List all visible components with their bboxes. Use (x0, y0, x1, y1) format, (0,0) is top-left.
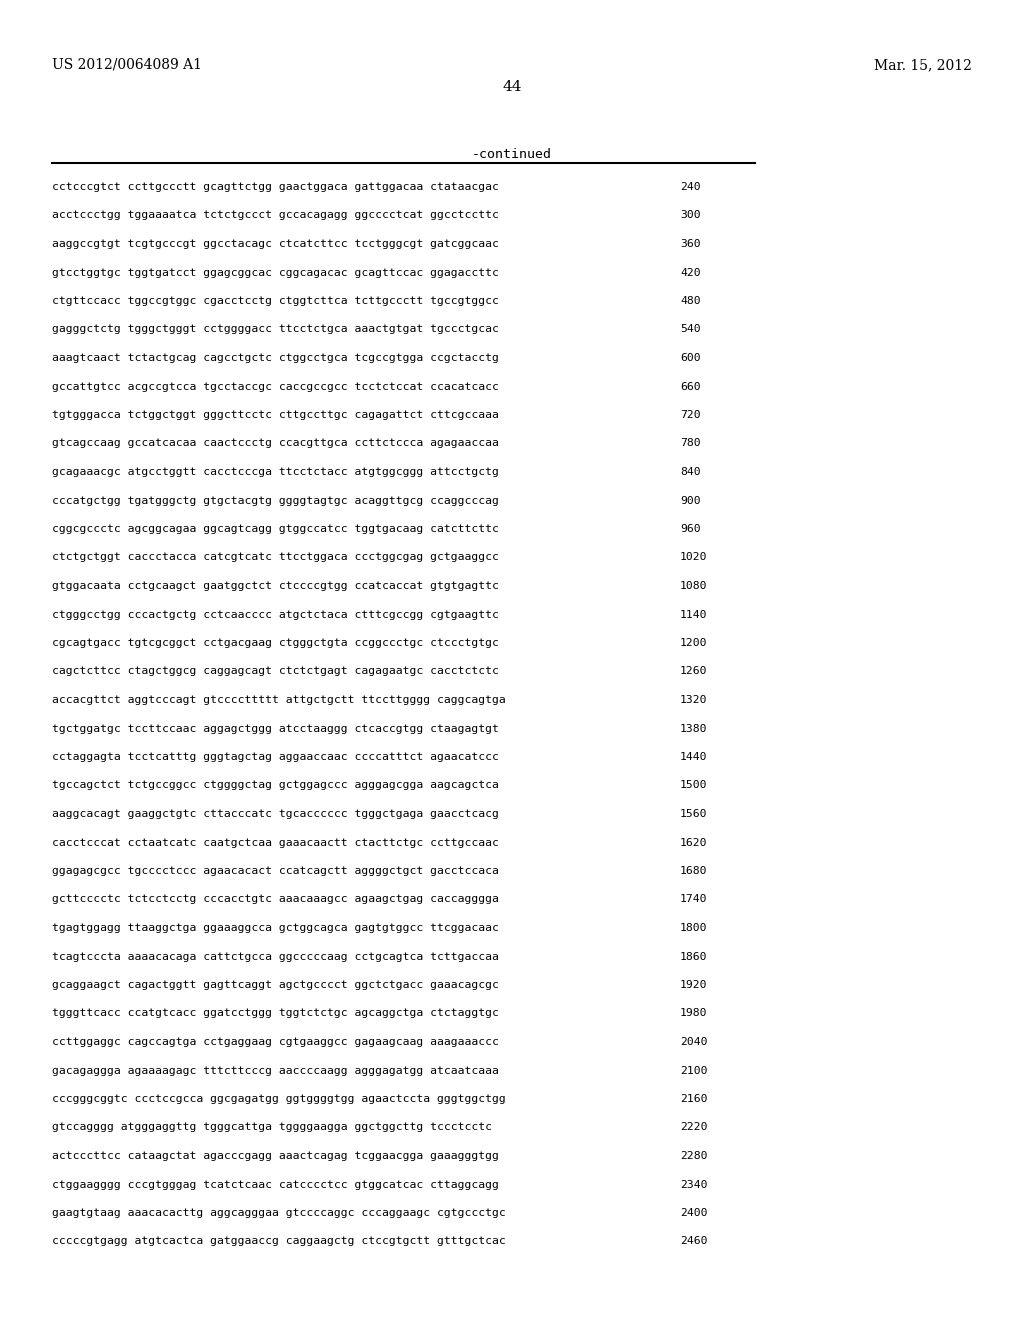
Text: cggcgccctc agcggcagaa ggcagtcagg gtggccatcc tggtgacaag catcttcttc: cggcgccctc agcggcagaa ggcagtcagg gtggcca… (52, 524, 499, 535)
Text: 960: 960 (680, 524, 700, 535)
Text: tcagtcccta aaaacacaga cattctgcca ggcccccaag cctgcagtca tcttgaccaa: tcagtcccta aaaacacaga cattctgcca ggccccc… (52, 952, 499, 961)
Text: gtggacaata cctgcaagct gaatggctct ctccccgtgg ccatcaccat gtgtgagttc: gtggacaata cctgcaagct gaatggctct ctccccg… (52, 581, 499, 591)
Text: 360: 360 (680, 239, 700, 249)
Text: 2400: 2400 (680, 1208, 708, 1218)
Text: 2460: 2460 (680, 1237, 708, 1246)
Text: 1080: 1080 (680, 581, 708, 591)
Text: cacctcccat cctaatcatc caatgctcaa gaaacaactt ctacttctgc ccttgccaac: cacctcccat cctaatcatc caatgctcaa gaaacaa… (52, 837, 499, 847)
Text: gcttcccctc tctcctcctg cccacctgtc aaacaaagcc agaagctgag caccagggga: gcttcccctc tctcctcctg cccacctgtc aaacaaa… (52, 895, 499, 904)
Text: cccgggcggtc ccctccgcca ggcgagatgg ggtggggtgg agaactccta gggtggctgg: cccgggcggtc ccctccgcca ggcgagatgg ggtggg… (52, 1094, 506, 1104)
Text: Mar. 15, 2012: Mar. 15, 2012 (874, 58, 972, 73)
Text: ctgttccacc tggccgtggc cgacctcctg ctggtcttca tcttgccctt tgccgtggcc: ctgttccacc tggccgtggc cgacctcctg ctggtct… (52, 296, 499, 306)
Text: 1020: 1020 (680, 553, 708, 562)
Text: cccccgtgagg atgtcactca gatggaaccg caggaagctg ctccgtgctt gtttgctcac: cccccgtgagg atgtcactca gatggaaccg caggaa… (52, 1237, 506, 1246)
Text: 720: 720 (680, 411, 700, 420)
Text: 2280: 2280 (680, 1151, 708, 1162)
Text: 2040: 2040 (680, 1038, 708, 1047)
Text: 1980: 1980 (680, 1008, 708, 1019)
Text: 2220: 2220 (680, 1122, 708, 1133)
Text: ccttggaggc cagccagtga cctgaggaag cgtgaaggcc gagaagcaag aaagaaaccc: ccttggaggc cagccagtga cctgaggaag cgtgaag… (52, 1038, 499, 1047)
Text: gagggctctg tgggctgggt cctggggacc ttcctctgca aaactgtgat tgccctgcac: gagggctctg tgggctgggt cctggggacc ttcctct… (52, 325, 499, 334)
Text: cctcccgtct ccttgccctt gcagttctgg gaactggaca gattggacaa ctataacgac: cctcccgtct ccttgccctt gcagttctgg gaactgg… (52, 182, 499, 191)
Text: aaagtcaact tctactgcag cagcctgctc ctggcctgca tcgccgtgga ccgctacctg: aaagtcaact tctactgcag cagcctgctc ctggcct… (52, 352, 499, 363)
Text: aaggccgtgt tcgtgcccgt ggcctacagc ctcatcttcc tcctgggcgt gatcggcaac: aaggccgtgt tcgtgcccgt ggcctacagc ctcatct… (52, 239, 499, 249)
Text: 780: 780 (680, 438, 700, 449)
Text: 480: 480 (680, 296, 700, 306)
Text: 840: 840 (680, 467, 700, 477)
Text: 1260: 1260 (680, 667, 708, 676)
Text: tgctggatgc tccttccaac aggagctggg atcctaaggg ctcaccgtgg ctaagagtgt: tgctggatgc tccttccaac aggagctggg atcctaa… (52, 723, 499, 734)
Text: 1200: 1200 (680, 638, 708, 648)
Text: 1560: 1560 (680, 809, 708, 818)
Text: gcagaaacgc atgcctggtt cacctcccga ttcctctacc atgtggcggg attcctgctg: gcagaaacgc atgcctggtt cacctcccga ttcctct… (52, 467, 499, 477)
Text: 900: 900 (680, 495, 700, 506)
Text: 2100: 2100 (680, 1065, 708, 1076)
Text: 1920: 1920 (680, 979, 708, 990)
Text: US 2012/0064089 A1: US 2012/0064089 A1 (52, 58, 202, 73)
Text: acctccctgg tggaaaatca tctctgccct gccacagagg ggcccctcat ggcctccttc: acctccctgg tggaaaatca tctctgccct gccacag… (52, 210, 499, 220)
Text: gtcagccaag gccatcacaa caactccctg ccacgttgca ccttctccca agagaaccaa: gtcagccaag gccatcacaa caactccctg ccacgtt… (52, 438, 499, 449)
Text: ctctgctggt caccctacca catcgtcatc ttcctggaca ccctggcgag gctgaaggcc: ctctgctggt caccctacca catcgtcatc ttcctgg… (52, 553, 499, 562)
Text: 1380: 1380 (680, 723, 708, 734)
Text: cccatgctgg tgatgggctg gtgctacgtg ggggtagtgc acaggttgcg ccaggcccag: cccatgctgg tgatgggctg gtgctacgtg ggggtag… (52, 495, 499, 506)
Text: -continued: -continued (472, 148, 552, 161)
Text: 2160: 2160 (680, 1094, 708, 1104)
Text: 600: 600 (680, 352, 700, 363)
Text: 300: 300 (680, 210, 700, 220)
Text: cgcagtgacc tgtcgcggct cctgacgaag ctgggctgta ccggccctgc ctccctgtgc: cgcagtgacc tgtcgcggct cctgacgaag ctgggct… (52, 638, 499, 648)
Text: gacagaggga agaaaagagc tttcttcccg aaccccaagg agggagatgg atcaatcaaa: gacagaggga agaaaagagc tttcttcccg aacccca… (52, 1065, 499, 1076)
Text: 1500: 1500 (680, 780, 708, 791)
Text: 1320: 1320 (680, 696, 708, 705)
Text: ggagagcgcc tgcccctccc agaacacact ccatcagctt aggggctgct gacctccaca: ggagagcgcc tgcccctccc agaacacact ccatcag… (52, 866, 499, 876)
Text: 1440: 1440 (680, 752, 708, 762)
Text: gaagtgtaag aaacacacttg aggcagggaa gtccccaggc cccaggaagc cgtgccctgc: gaagtgtaag aaacacacttg aggcagggaa gtcccc… (52, 1208, 506, 1218)
Text: 240: 240 (680, 182, 700, 191)
Text: 1800: 1800 (680, 923, 708, 933)
Text: ctgggcctgg cccactgctg cctcaacccc atgctctaca ctttcgccgg cgtgaagttc: ctgggcctgg cccactgctg cctcaacccc atgctct… (52, 610, 499, 619)
Text: 44: 44 (502, 81, 522, 94)
Text: gtcctggtgc tggtgatcct ggagcggcac cggcagacac gcagttccac ggagaccttc: gtcctggtgc tggtgatcct ggagcggcac cggcaga… (52, 268, 499, 277)
Text: 660: 660 (680, 381, 700, 392)
Text: accacgttct aggtcccagt gtccccttttt attgctgctt ttccttgggg caggcagtga: accacgttct aggtcccagt gtccccttttt attgct… (52, 696, 506, 705)
Text: tgtgggacca tctggctggt gggcttcctc cttgccttgc cagagattct cttcgccaaa: tgtgggacca tctggctggt gggcttcctc cttgcct… (52, 411, 499, 420)
Text: gtccagggg atgggaggttg tgggcattga tggggaagga ggctggcttg tccctcctc: gtccagggg atgggaggttg tgggcattga tggggaa… (52, 1122, 492, 1133)
Text: ctggaagggg cccgtgggag tcatctcaac catcccctcc gtggcatcac cttaggcagg: ctggaagggg cccgtgggag tcatctcaac catcccc… (52, 1180, 499, 1189)
Text: gcaggaagct cagactggtt gagttcaggt agctgcccct ggctctgacc gaaacagcgc: gcaggaagct cagactggtt gagttcaggt agctgcc… (52, 979, 499, 990)
Text: 1680: 1680 (680, 866, 708, 876)
Text: actcccttcc cataagctat agacccgagg aaactcagag tcggaacgga gaaagggtgg: actcccttcc cataagctat agacccgagg aaactca… (52, 1151, 499, 1162)
Text: gccattgtcc acgccgtcca tgcctaccgc caccgccgcc tcctctccat ccacatcacc: gccattgtcc acgccgtcca tgcctaccgc caccgcc… (52, 381, 499, 392)
Text: 1620: 1620 (680, 837, 708, 847)
Text: tgggttcacc ccatgtcacc ggatcctggg tggtctctgc agcaggctga ctctaggtgc: tgggttcacc ccatgtcacc ggatcctggg tggtctc… (52, 1008, 499, 1019)
Text: aaggcacagt gaaggctgtc cttacccatc tgcacccccc tgggctgaga gaacctcacg: aaggcacagt gaaggctgtc cttacccatc tgcaccc… (52, 809, 499, 818)
Text: 2340: 2340 (680, 1180, 708, 1189)
Text: 420: 420 (680, 268, 700, 277)
Text: cagctcttcc ctagctggcg caggagcagt ctctctgagt cagagaatgc cacctctctc: cagctcttcc ctagctggcg caggagcagt ctctctg… (52, 667, 499, 676)
Text: 540: 540 (680, 325, 700, 334)
Text: tgagtggagg ttaaggctga ggaaaggcca gctggcagca gagtgtggcc ttcggacaac: tgagtggagg ttaaggctga ggaaaggcca gctggca… (52, 923, 499, 933)
Text: cctaggagta tcctcatttg gggtagctag aggaaccaac ccccatttct agaacatccc: cctaggagta tcctcatttg gggtagctag aggaacc… (52, 752, 499, 762)
Text: 1140: 1140 (680, 610, 708, 619)
Text: 1740: 1740 (680, 895, 708, 904)
Text: tgccagctct tctgccggcc ctggggctag gctggagccc agggagcgga aagcagctca: tgccagctct tctgccggcc ctggggctag gctggag… (52, 780, 499, 791)
Text: 1860: 1860 (680, 952, 708, 961)
